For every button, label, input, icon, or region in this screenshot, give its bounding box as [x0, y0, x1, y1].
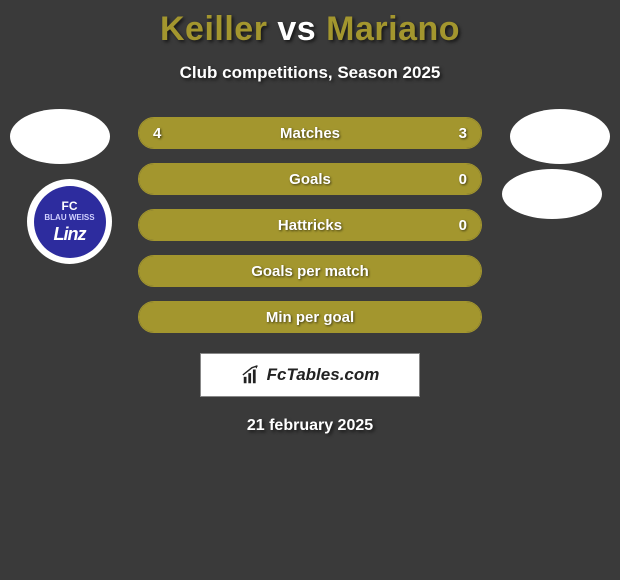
- brand-text: FcTables.com: [267, 365, 380, 385]
- title-player1: Keiller: [160, 10, 267, 48]
- bar-label: Goals per match: [251, 263, 369, 280]
- subtitle: Club competitions, Season 2025: [0, 63, 620, 83]
- club1-line1: FC: [62, 200, 78, 212]
- club1-line3: Linz: [54, 225, 86, 243]
- chart-icon: [241, 364, 263, 386]
- stat-bar-2: 0 Hattricks: [138, 209, 482, 241]
- player1-photo: [10, 109, 110, 164]
- date-text: 21 february 2025: [0, 417, 620, 435]
- stat-bar-0: 4 3 Matches: [138, 117, 482, 149]
- title-player2: Mariano: [326, 10, 460, 48]
- bar-label: Goals: [289, 171, 331, 188]
- bar-value-right: 0: [459, 217, 467, 234]
- club1-line2: BLAU WEISS: [44, 214, 94, 222]
- stat-bar-1: 0 Goals: [138, 163, 482, 195]
- title-vs: vs: [267, 10, 326, 48]
- club2-badge: [502, 169, 602, 219]
- bar-label: Min per goal: [266, 309, 354, 326]
- stat-bar-3: Goals per match: [138, 255, 482, 287]
- bar-value-left: 4: [153, 125, 161, 142]
- brand-box[interactable]: FcTables.com: [200, 353, 420, 397]
- player2-photo: [510, 109, 610, 164]
- bar-value-right: 0: [459, 171, 467, 188]
- bar-label: Matches: [280, 125, 340, 142]
- stat-bar-4: Min per goal: [138, 301, 482, 333]
- page-title: Keiller vs Mariano: [0, 0, 620, 49]
- stat-bars: 4 3 Matches 0 Goals 0 Hattricks Goals per match…: [138, 117, 482, 333]
- bar-label: Hattricks: [278, 217, 342, 234]
- club1-badge-inner: FC BLAU WEISS Linz: [34, 186, 106, 258]
- bar-value-right: 3: [459, 125, 467, 142]
- club1-badge: FC BLAU WEISS Linz: [27, 179, 112, 264]
- comparison-content: FC BLAU WEISS Linz 4 3 Matches 0 Goals 0 Hattr…: [0, 117, 620, 435]
